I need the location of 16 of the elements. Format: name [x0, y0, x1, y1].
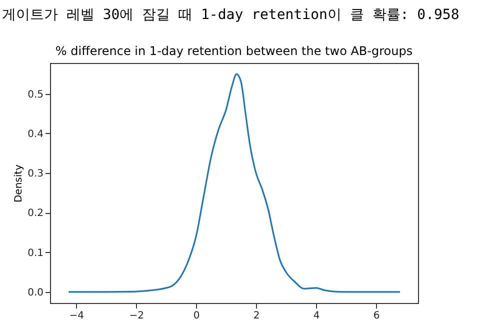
chart-title: 게이트가 레벨 30에 잠길 때 1-day retention이 클 확률: 0.958 — [1, 6, 460, 24]
y-tick-label: 0.0 — [28, 287, 44, 298]
y-tick-label: 0.4 — [28, 128, 44, 140]
y-tick-label: 0.2 — [28, 208, 44, 220]
x-tick-label: −2 — [129, 310, 144, 322]
x-tick-label: 6 — [373, 310, 380, 322]
y-tick-label: 0.3 — [28, 168, 44, 180]
x-tick-label: 0 — [193, 310, 200, 322]
y-axis-title: Density — [14, 164, 25, 203]
line-series — [68, 73, 401, 293]
y-tick-label: 0.1 — [28, 248, 44, 259]
x-tick-label: 2 — [253, 310, 260, 322]
x-tick-label: −4 — [69, 310, 84, 322]
y-tick-label: 0.5 — [28, 89, 44, 100]
x-tick-label: 4 — [313, 310, 320, 322]
chart-subtitle: % difference in 1-day retention between the two AB-groups — [55, 44, 413, 58]
